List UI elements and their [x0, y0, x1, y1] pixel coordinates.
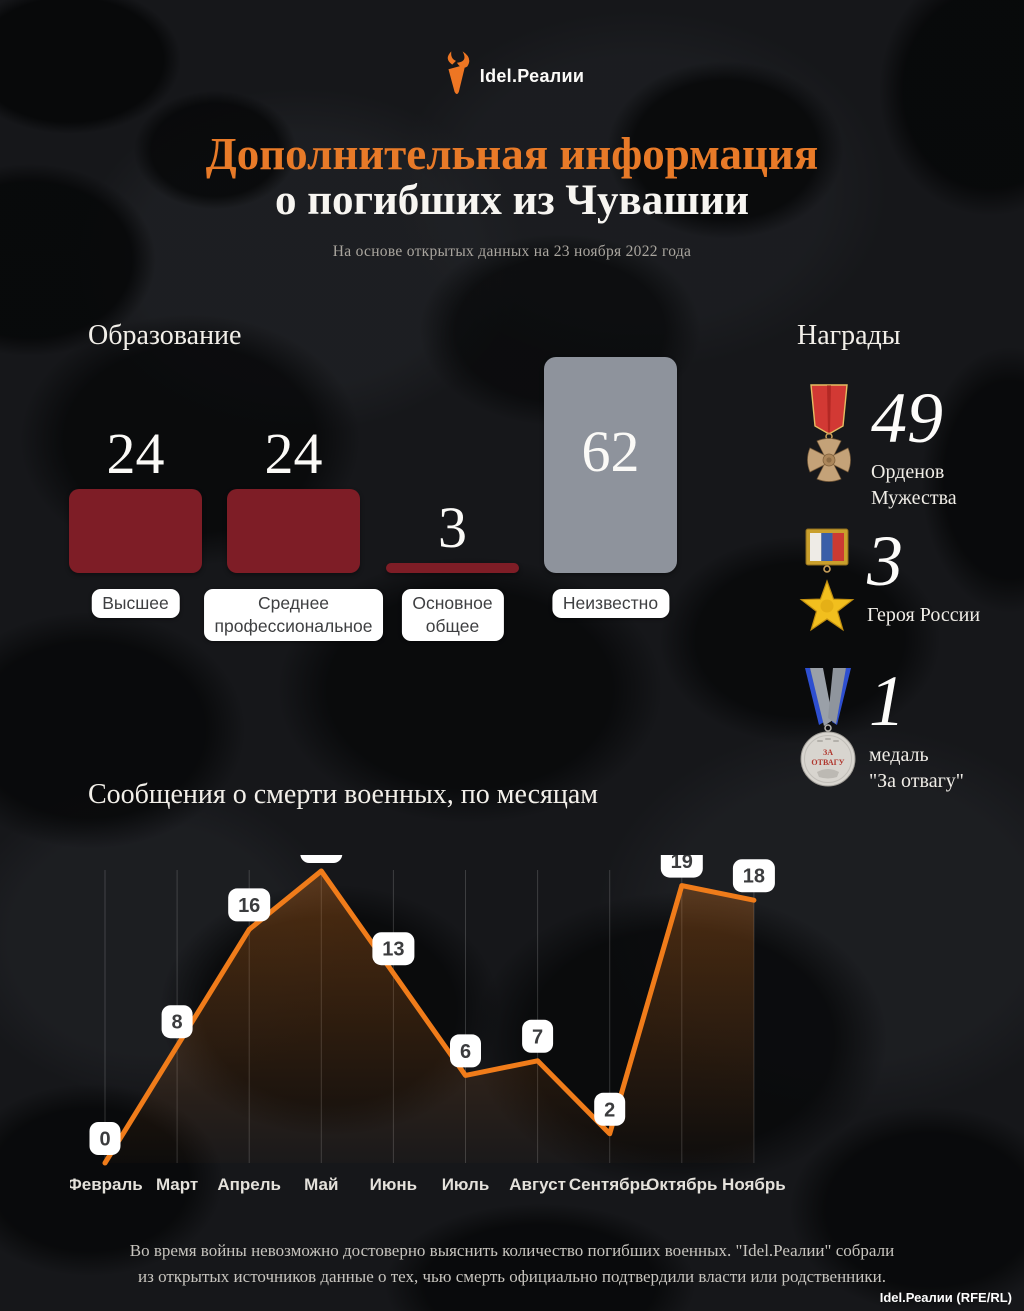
education-bar-4: 62 Неизвестно [544, 355, 677, 647]
awards-heading: Награды [797, 320, 901, 351]
za-otvagu-medal-icon: ЗА ОТВАГУ [797, 666, 859, 795]
svg-text:16: 16 [238, 895, 260, 917]
logo-text: Idel.Реалии [479, 66, 585, 86]
award-hero-of-russia: 3 Героя России [797, 521, 981, 655]
svg-text:19: 19 [671, 855, 693, 873]
za-otvagu-label: медаль "За отвагу" [869, 744, 964, 793]
svg-text:Март: Март [156, 1175, 198, 1194]
chart-title: Сообщения о смерти военных, по месяцам [88, 779, 599, 810]
footer-line2: из открытых источников данные о тех, чью… [138, 1267, 886, 1286]
hero-of-russia-count: 3 [867, 521, 903, 601]
bar-label-pill: Основное общее [401, 589, 504, 641]
svg-text:Июнь: Июнь [370, 1175, 417, 1194]
svg-text:18: 18 [743, 866, 765, 888]
education-heading: Образование [88, 320, 242, 351]
award-order-of-courage: 49 Орденов Мужества [797, 378, 957, 511]
svg-text:ОТВАГУ: ОТВАГУ [811, 758, 844, 767]
svg-text:Май: Май [304, 1175, 338, 1194]
order-of-courage-medal-icon [797, 383, 861, 511]
education-bar-3: 3 Основное общее [386, 355, 519, 647]
svg-text:Февраль: Февраль [70, 1175, 143, 1194]
svg-text:13: 13 [382, 939, 404, 961]
education-bar-2: 24 Среднее профессиональное [203, 355, 384, 647]
svg-text:7: 7 [532, 1026, 543, 1048]
bar-rect [544, 357, 677, 573]
logo: Idel.Реалии [0, 50, 1024, 103]
page-subtitle: На основе открытых данных на 23 ноября 2… [332, 243, 692, 260]
bar-label-pill: Высшее [91, 589, 180, 618]
svg-text:8: 8 [172, 1012, 183, 1034]
svg-text:Июль: Июль [442, 1175, 490, 1194]
watermark: Idel.Реалии (RFE/RL) [879, 1290, 1012, 1305]
hero-of-russia-medal-icon [797, 526, 857, 655]
svg-text:Апрель: Апрель [217, 1175, 281, 1194]
page-title-line2: о погибших из Чувашии [274, 177, 750, 224]
svg-text:0: 0 [99, 1129, 110, 1151]
bar-rect [69, 489, 202, 573]
za-otvagu-count: 1 [869, 661, 905, 741]
monthly-deaths-line-chart: 0 8 16 20 13 6 7 2 19 18 Февраль Март Апрель Май Июнь… [67, 830, 980, 1205]
line-chart-svg: 0 8 16 20 13 6 7 2 19 18 Февраль Март Апрель Май Июнь… [67, 830, 786, 1194]
torch-icon [440, 50, 472, 103]
footer-line1: Во время войны невозможно достоверно выя… [129, 1241, 895, 1260]
bar-value: 3 [438, 495, 467, 560]
footer-note: Во время войны невозможно достоверно выя… [0, 1238, 1024, 1290]
svg-text:6: 6 [460, 1041, 471, 1063]
order-of-courage-count: 49 [871, 378, 943, 458]
svg-text:ЗА: ЗА [823, 748, 833, 757]
page-title-line1: Дополнительная информация [205, 129, 819, 179]
bar-rect [386, 563, 519, 573]
bar-rect [227, 489, 360, 573]
svg-text:Август: Август [509, 1175, 566, 1194]
order-of-courage-label: Орденов Мужества [871, 461, 957, 510]
svg-text:2: 2 [604, 1099, 615, 1121]
svg-text:Октябрь: Октябрь [646, 1175, 717, 1194]
bar-value: 24 [106, 421, 165, 486]
hero-of-russia-label: Героя России [867, 604, 981, 627]
bar-label-pill: Неизвестно [551, 589, 670, 618]
award-medal-za-otvagu: ЗА ОТВАГУ 1 медаль "За отвагу" [797, 661, 964, 795]
bar-value: 24 [264, 421, 323, 486]
svg-text:Ноябрь: Ноябрь [722, 1175, 786, 1194]
education-bar-1: 24 Высшее [69, 355, 202, 647]
svg-text:Сентябрь: Сентябрь [569, 1175, 651, 1194]
svg-text:20: 20 [310, 855, 332, 859]
bar-value: 62 [581, 419, 640, 484]
bar-label-pill: Среднее профессиональное [203, 589, 384, 641]
education-bar-chart: 24 Высшее 24 Среднее профессиональное 3 Основ… [69, 355, 689, 647]
